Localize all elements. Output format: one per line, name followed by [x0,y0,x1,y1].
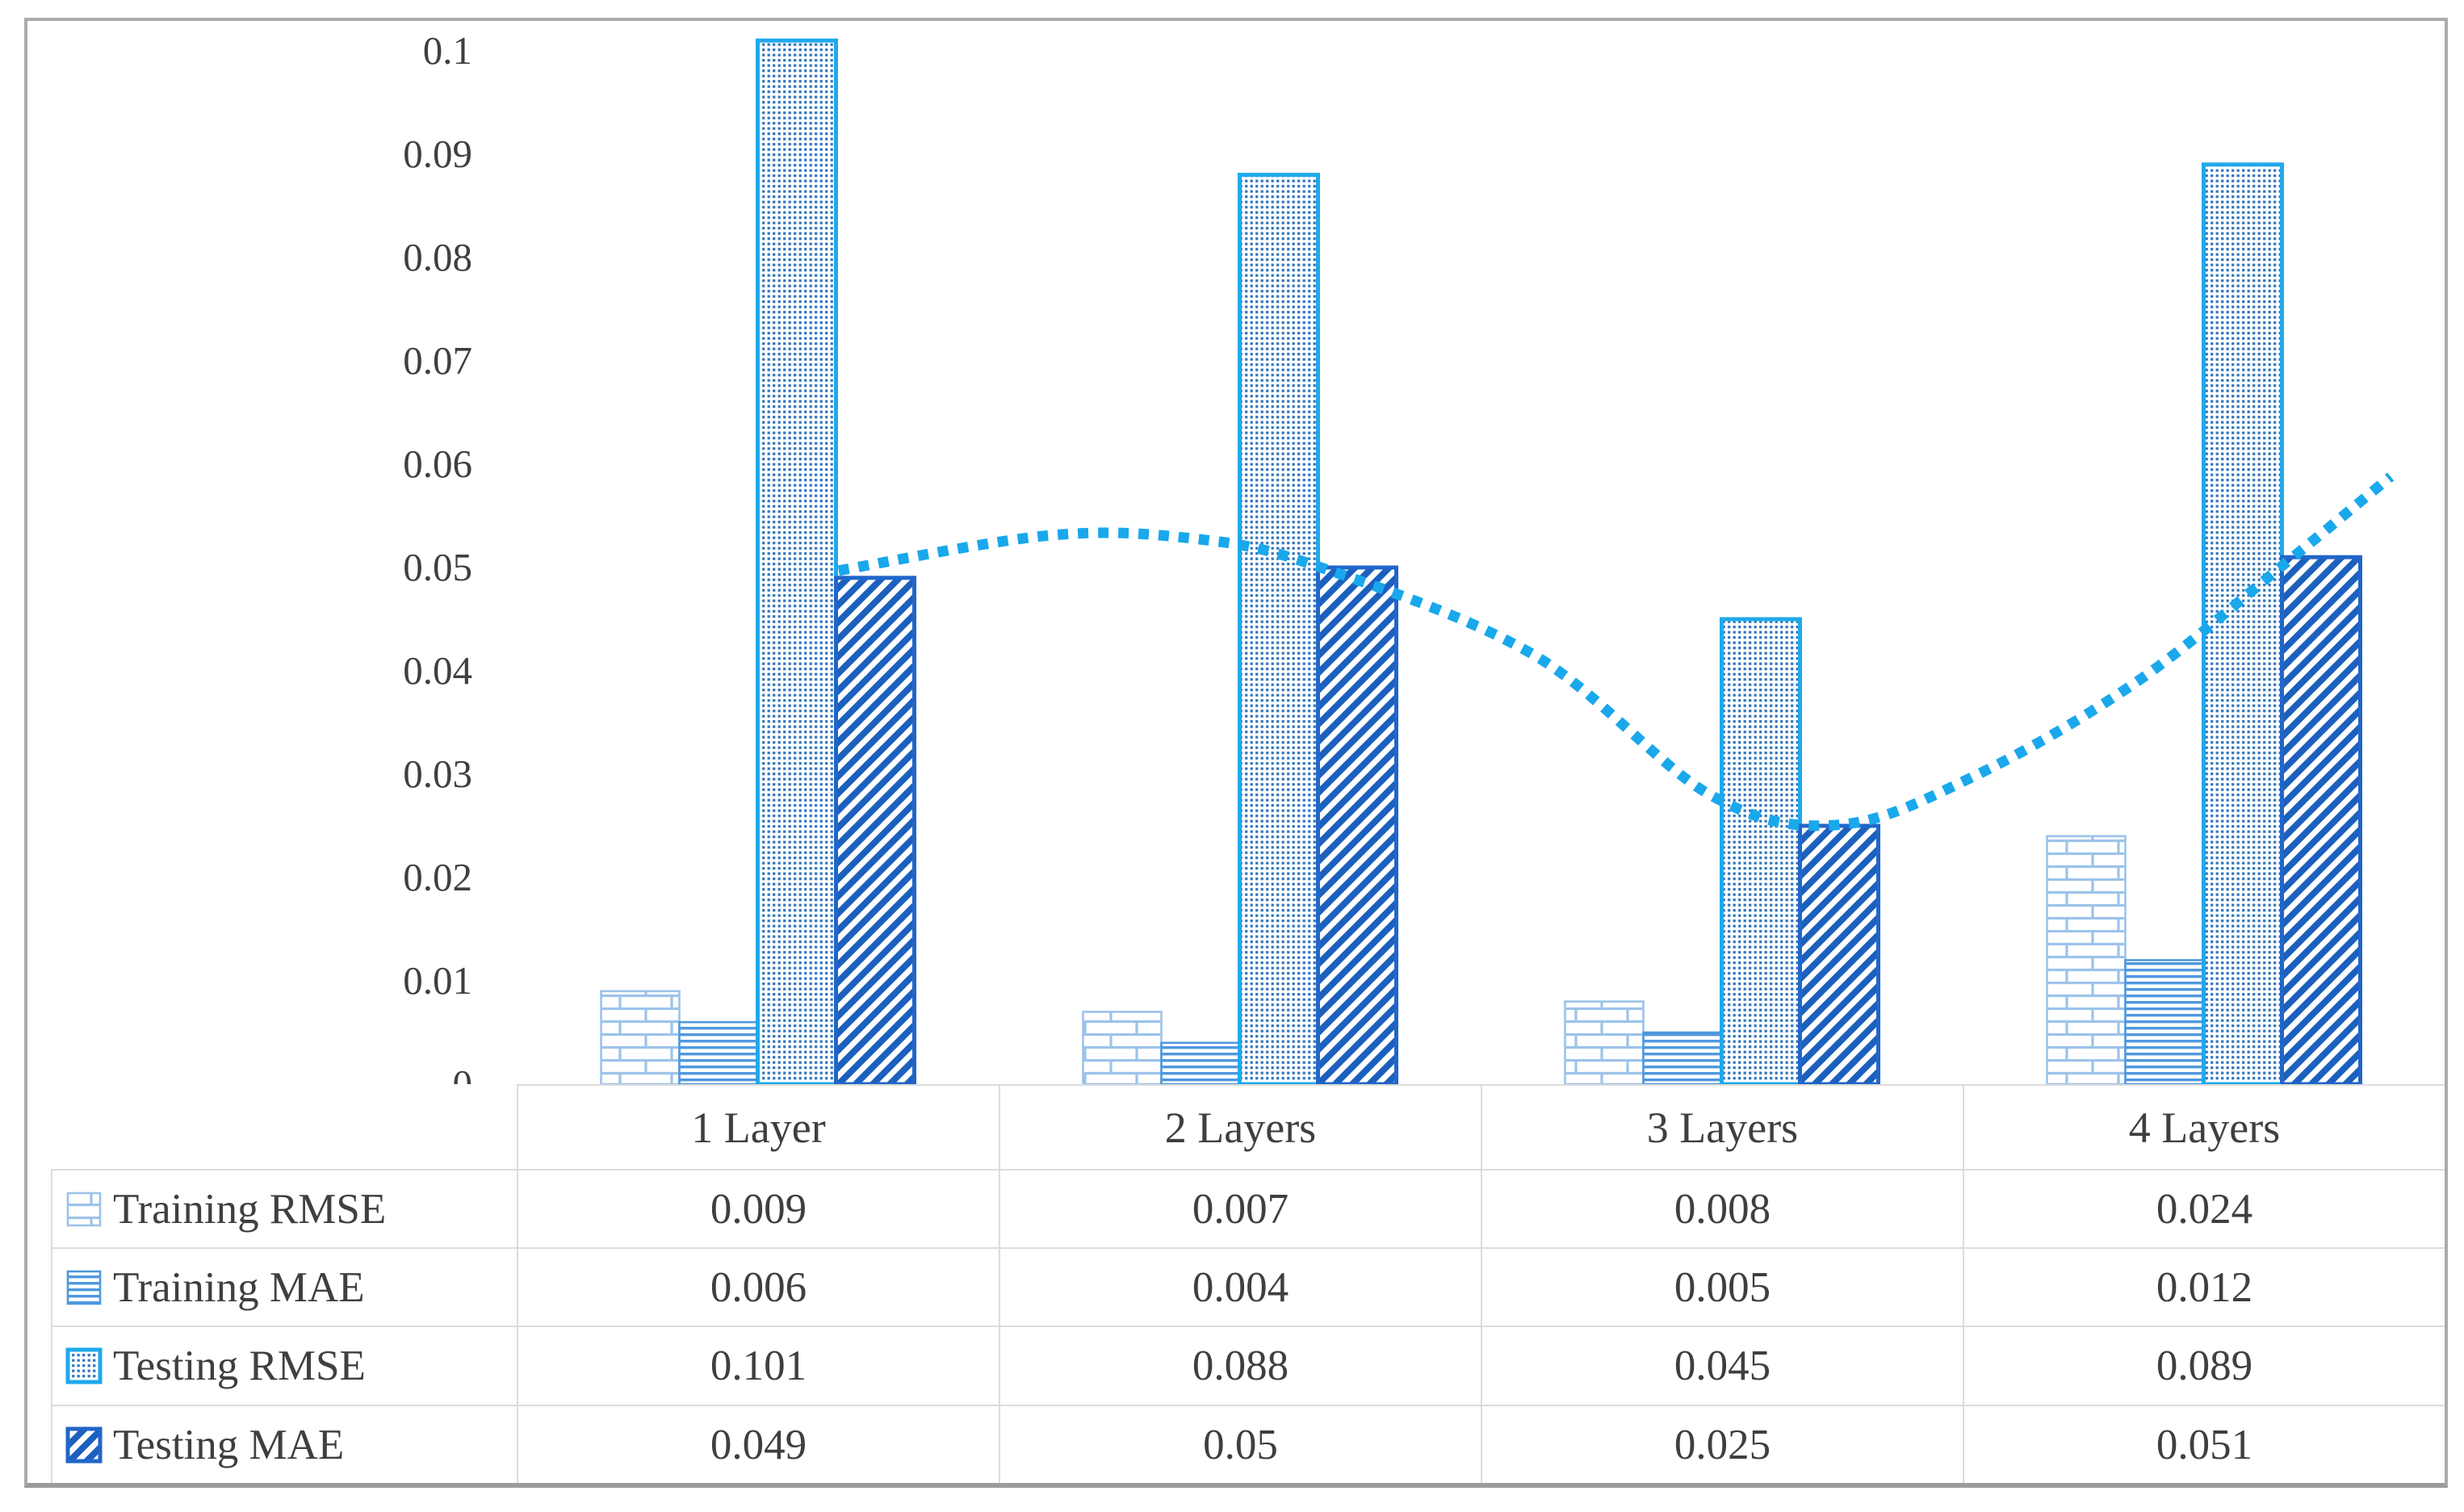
y-tick-label: 0.1 [422,28,472,73]
bar-training-mae-4-layers [2124,959,2205,1086]
table-value-cell: 0.045 [1481,1326,1963,1405]
y-tick-label: 0.09 [403,132,472,176]
legend-item-diag: Testing MAE [51,1405,517,1484]
legend-label: Testing RMSE [113,1342,366,1389]
table-value-cell: 0.004 [999,1247,1481,1326]
y-tick-label: 0.05 [403,545,472,589]
column-header-4: 4 Layers [1963,1084,2445,1169]
bar-testing-mae-1-layer [834,576,916,1087]
table-value-cell: 0.008 [1481,1169,1963,1247]
table-value-cell: 0.005 [1481,1247,1963,1326]
legend-label: Training RMSE [113,1185,387,1233]
table-value-cell: 0.05 [999,1405,1481,1484]
table-value-cell: 0.088 [999,1326,1481,1405]
bar-testing-mae-3-layers [1798,823,1880,1087]
y-tick-label: 0.01 [403,958,472,1003]
table-value-cell: 0.007 [999,1169,1481,1247]
table-value-cell: 0.051 [1963,1405,2445,1484]
bar-training-rmse-4-layers [2046,835,2127,1086]
bar-training-rmse-3-layers [1564,1000,1645,1086]
y-tick-label: 0.02 [403,855,472,899]
table-value-cell: 0.009 [517,1169,999,1247]
legend-corner-cell [51,1084,517,1169]
column-header-3: 3 Layers [1481,1084,1963,1169]
legend-label: Training MAE [113,1263,365,1311]
table-value-cell: 0.012 [1963,1247,2445,1326]
column-header-1: 1 Layer [517,1084,999,1169]
bar-testing-rmse-1-layer [756,38,838,1087]
legend-swatch-brick-icon [66,1192,102,1226]
table-value-cell: 0.025 [1481,1405,1963,1484]
bar-testing-mae-4-layers [2280,555,2362,1087]
y-tick-label: 0.04 [403,648,472,693]
bar-testing-mae-2-layers [1316,565,1398,1087]
bar-testing-rmse-3-layers [1720,617,1802,1087]
table-value-cell: 0.006 [517,1247,999,1326]
table-value-cell: 0.024 [1963,1169,2445,1247]
column-header-2: 2 Layers [999,1084,1481,1169]
bar-training-mae-3-layers [1642,1031,1723,1086]
legend-item-dots: Testing RMSE [51,1326,517,1405]
trendline-dotted-curve [837,472,2395,831]
data-table: 1 Layer 2 Layers 3 Layers 4 Layers Training … [51,1084,2445,1484]
y-tick-label: 0.06 [403,442,472,486]
bar-training-mae-2-layers [1160,1041,1241,1086]
legend-swatch-hstripe-icon [66,1270,102,1305]
y-axis: 0.10.090.080.070.060.050.040.030.020.010 [0,0,484,1130]
legend-label: Testing MAE [113,1422,345,1468]
bar-testing-rmse-2-layers [1238,173,1320,1087]
legend-item-brick: Training RMSE [51,1169,517,1247]
bar-testing-rmse-4-layers [2202,162,2284,1087]
bar-training-rmse-2-layers [1082,1011,1163,1086]
legend-swatch-diag-icon [65,1426,103,1464]
bar-training-rmse-1-layer [600,990,681,1086]
y-tick-label: 0.07 [403,338,472,383]
legend-swatch-dots-icon [65,1347,103,1384]
legend-item-hstripe: Training MAE [51,1247,517,1326]
y-tick-label: 0.03 [403,752,472,796]
table-value-cell: 0.101 [517,1326,999,1405]
y-tick-label: 0.08 [403,235,472,279]
table-value-cell: 0.049 [517,1405,999,1484]
bar-training-mae-1-layer [678,1020,759,1086]
table-value-cell: 0.089 [1963,1326,2445,1405]
